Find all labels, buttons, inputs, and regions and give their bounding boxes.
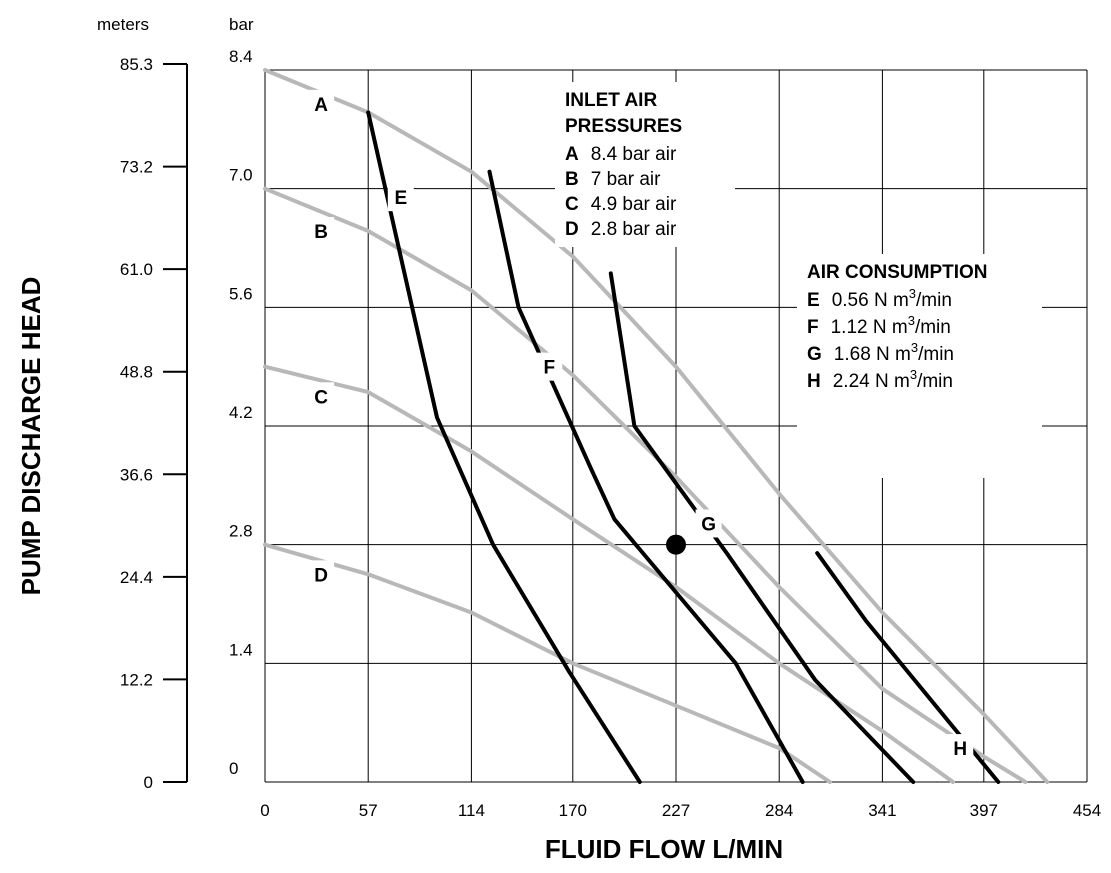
x-tick-5: 284 xyxy=(765,801,793,820)
curve-label-f: F xyxy=(543,358,555,379)
legend-air-title: AIR CONSUMPTION xyxy=(807,262,988,283)
curve-label-b: B xyxy=(314,222,328,243)
curve-label-g: G xyxy=(701,514,716,535)
curve-label-e: E xyxy=(394,188,407,209)
x-tick-1: 57 xyxy=(359,801,378,820)
legend-pressure-title-line2: PRESSURES xyxy=(565,116,682,137)
bar-tick-2: 2.8 xyxy=(229,522,253,541)
meters-tick-6: 73.2 xyxy=(120,158,153,177)
meters-tick-5: 61.0 xyxy=(120,260,153,279)
legend-inlet-air-pressures: INLET AIR PRESSURES A 8.4 bar air B 7 bar a… xyxy=(555,82,735,247)
x-tick-6: 341 xyxy=(868,801,896,820)
bar-tick-1: 1.4 xyxy=(229,640,253,659)
x-axis-title: FLUID FLOW L/MIN xyxy=(545,834,783,864)
pressure-curve-d xyxy=(263,542,832,784)
curve-labels: A B C D E F G H xyxy=(308,89,974,763)
curve-label-bg-f xyxy=(536,352,563,381)
legend-air-item-h: H 2.24 N m3/min xyxy=(807,367,953,392)
air-curve-g xyxy=(608,271,916,784)
bar-tick-6: 8.4 xyxy=(229,47,253,66)
meters-tick-2: 24.4 xyxy=(120,568,153,587)
curve-label-h: H xyxy=(953,739,967,760)
y-unit-meters: meters xyxy=(97,15,149,34)
meters-tick-0: 0 xyxy=(144,773,153,792)
bar-axis-ticks: 0 1.4 2.8 4.2 5.6 7.0 8.4 xyxy=(229,47,253,778)
curve-label-bg-e xyxy=(387,183,414,212)
meters-tick-4: 48.8 xyxy=(120,363,153,382)
y-unit-bar: bar xyxy=(229,15,254,34)
curve-label-c: C xyxy=(314,387,328,408)
meters-tick-1: 12.2 xyxy=(120,670,153,689)
meters-axis: 0 12.2 24.4 36.6 48.8 61.0 73.2 85.3 xyxy=(120,55,188,792)
curve-label-bg-g xyxy=(695,509,722,538)
legend-air-item-e: E 0.56 N m3/min xyxy=(807,286,952,311)
legend-pressure-item-d: D 2.8 bar air xyxy=(565,219,677,240)
legend-air-item-g: G 1.68 N m3/min xyxy=(807,340,954,365)
x-tick-4: 227 xyxy=(662,801,690,820)
legend-pressure-title-line1: INLET AIR xyxy=(565,90,657,111)
x-tick-3: 170 xyxy=(559,801,587,820)
legend-pressure-item-c: C 4.9 bar air xyxy=(565,194,677,215)
x-tick-2: 114 xyxy=(458,801,485,820)
curve-label-bg-d xyxy=(308,560,335,589)
x-axis-ticks: 0 57 114 170 227 284 341 397 454 xyxy=(260,801,1101,820)
x-tick-7: 397 xyxy=(970,801,998,820)
legend-pressure-item-a: A 8.4 bar air xyxy=(565,144,677,165)
air-consumption-curves xyxy=(366,110,1001,784)
meters-tick-3: 36.6 xyxy=(120,465,153,484)
air-curve-f xyxy=(487,169,805,784)
bar-tick-4: 5.6 xyxy=(229,284,253,303)
x-tick-8: 454 xyxy=(1073,801,1101,820)
pressure-curves xyxy=(263,68,1050,784)
air-curve-e xyxy=(366,110,642,784)
curve-label-bg-h xyxy=(947,734,974,763)
curve-label-bg-a xyxy=(308,89,335,118)
curve-label-bg-b xyxy=(308,217,335,246)
curve-label-a: A xyxy=(314,95,328,116)
air-curve-h xyxy=(815,551,1001,784)
pressure-curve-b xyxy=(263,186,1028,784)
operating-point-marker xyxy=(666,534,686,555)
pressure-curve-a xyxy=(263,68,1050,784)
curve-label-d: D xyxy=(314,565,328,586)
meters-tick-7: 85.3 xyxy=(120,55,153,74)
y-axis-title: PUMP DISCHARGE HEAD xyxy=(16,277,46,596)
bar-tick-5: 7.0 xyxy=(229,166,253,185)
curve-label-bg-c xyxy=(308,382,335,411)
bar-tick-0: 0 xyxy=(229,759,238,778)
pressure-curve-c xyxy=(263,364,955,784)
legend-air-item-f: F 1.12 N m3/min xyxy=(807,313,951,338)
x-tick-0: 0 xyxy=(260,801,269,820)
bar-tick-3: 4.2 xyxy=(229,403,253,422)
